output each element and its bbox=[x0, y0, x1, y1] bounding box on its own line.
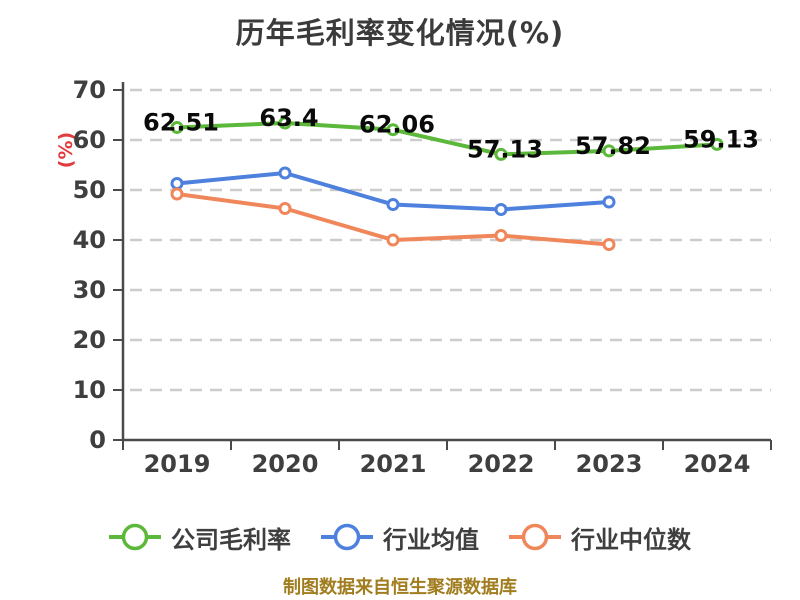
data-point-industry-median bbox=[170, 187, 184, 201]
chart-legend: 公司毛利率 行业均值 行业中位数 bbox=[0, 512, 800, 562]
legend-item-company-gross-margin: 公司毛利率 bbox=[109, 520, 291, 555]
x-tick-label: 2019 bbox=[144, 450, 211, 478]
data-point-label: 62.06 bbox=[359, 111, 435, 139]
data-point-industry-average bbox=[278, 166, 292, 180]
data-point-industry-average bbox=[386, 198, 400, 211]
data-point-company-gross-margin bbox=[602, 144, 616, 158]
data-point-industry-median bbox=[278, 202, 292, 215]
y-tick-label: 40 bbox=[73, 226, 106, 254]
y-tick-label: 70 bbox=[73, 76, 106, 104]
chart-title: 历年毛利率变化情况(%) bbox=[235, 16, 565, 50]
data-point-label: 57.13 bbox=[467, 135, 543, 163]
data-point-industry-median bbox=[386, 233, 400, 247]
data-point-industry-average bbox=[170, 177, 184, 190]
x-tick-label: 2021 bbox=[360, 450, 427, 478]
legend-label: 行业均值 bbox=[383, 525, 479, 554]
data-point-company-gross-margin bbox=[386, 123, 400, 137]
y-tick-label: 30 bbox=[73, 276, 106, 304]
data-point-company-gross-margin bbox=[170, 120, 184, 134]
y-tick-label: 60 bbox=[73, 126, 106, 154]
data-point-industry-median bbox=[602, 238, 616, 251]
chart-svg: 0 10 20 30 40 50 60 70 2019 2020 2021 2022 2023 2024 6… bbox=[73, 76, 772, 478]
data-point-industry-average bbox=[494, 203, 508, 216]
legend-item-industry-median: 行业中位数 bbox=[509, 520, 691, 555]
legend-marker-icon bbox=[109, 523, 161, 551]
y-tick-label: 0 bbox=[89, 426, 106, 454]
data-point-label: 62.51 bbox=[143, 108, 219, 136]
data-source-footer: 制图数据来自恒生聚源数据库 bbox=[283, 577, 517, 598]
x-tick-label: 2022 bbox=[468, 450, 535, 478]
data-point-company-gross-margin bbox=[278, 116, 292, 130]
legend-marker-icon bbox=[321, 523, 373, 551]
y-tick-label: 20 bbox=[73, 326, 106, 354]
legend-label: 行业中位数 bbox=[571, 525, 691, 554]
data-point-company-gross-margin bbox=[710, 137, 724, 151]
x-tick-label: 2024 bbox=[684, 450, 751, 478]
data-point-company-gross-margin bbox=[494, 147, 508, 161]
x-tick-label: 2023 bbox=[576, 450, 643, 478]
y-tick-label: 10 bbox=[73, 376, 106, 404]
data-point-industry-average bbox=[602, 195, 616, 209]
legend-label: 公司毛利率 bbox=[171, 525, 291, 554]
y-tick-label: 50 bbox=[73, 176, 106, 204]
data-point-label: 59.13 bbox=[683, 125, 759, 153]
legend-item-industry-average: 行业均值 bbox=[321, 520, 479, 555]
data-point-industry-median bbox=[494, 229, 508, 242]
data-point-label: 63.4 bbox=[259, 104, 318, 132]
series-line-company-gross-margin bbox=[175, 121, 719, 157]
x-tick-label: 2020 bbox=[252, 450, 319, 478]
data-point-label: 57.82 bbox=[575, 132, 651, 160]
legend-marker-icon bbox=[509, 523, 561, 551]
